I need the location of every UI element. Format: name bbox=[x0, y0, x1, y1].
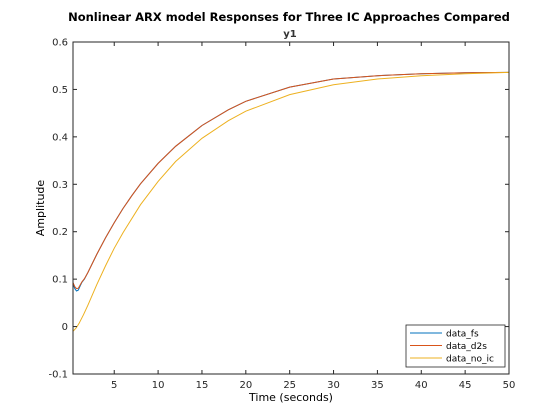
x-tick-label: 50 bbox=[503, 380, 516, 391]
series-line-1 bbox=[72, 71, 510, 290]
plot-area: 5 10 15 20 25 30 35 40 45 50 -0.1 0 0.1 0.2 0.3 0.4 0.5 0… bbox=[48, 38, 515, 392]
axes-layer: 5 10 15 20 25 30 35 40 45 50 -0.1 0 0.1 0.2 0.3 0.4 0.5 0… bbox=[48, 38, 515, 392]
y-tick-label: 0.3 bbox=[52, 180, 68, 191]
legend-label: data_d2s bbox=[446, 342, 487, 352]
chart-subtitle: y1 bbox=[283, 29, 297, 40]
x-tick-label: 30 bbox=[327, 380, 340, 391]
x-tick-label: 45 bbox=[459, 380, 472, 391]
y-tick-label: 0.4 bbox=[52, 132, 68, 143]
y-tick-label: 0 bbox=[62, 322, 68, 333]
x-tick-label: 25 bbox=[283, 380, 296, 391]
axes-box bbox=[72, 41, 510, 375]
legend-label: data_no_ic bbox=[446, 355, 494, 365]
x-tick-label: 15 bbox=[196, 380, 209, 391]
plot-background bbox=[73, 42, 509, 374]
y-tick-label: 0.5 bbox=[52, 85, 68, 96]
y-tick-label: 0.1 bbox=[52, 275, 68, 286]
x-tick-label: 40 bbox=[415, 380, 428, 391]
y-tick-label: 0.2 bbox=[52, 227, 68, 238]
x-tick-label: 20 bbox=[239, 380, 252, 391]
y-tick-label: -0.1 bbox=[48, 370, 68, 381]
x-tick-label: 10 bbox=[152, 380, 165, 391]
legend-label: data_fs bbox=[446, 330, 479, 340]
x-tick-label: 5 bbox=[111, 380, 117, 391]
y-axis-label: Amplitude bbox=[34, 180, 47, 237]
x-axis-label: Time (seconds) bbox=[248, 391, 333, 404]
series-layer bbox=[72, 71, 510, 332]
chart-title: Nonlinear ARX model Responses for Three … bbox=[68, 10, 510, 24]
x-tick-label: 35 bbox=[371, 380, 384, 391]
series-line-2 bbox=[72, 71, 510, 332]
legend: data_fs data_d2s data_no_ic bbox=[405, 324, 506, 368]
y-tick-label: 0.6 bbox=[52, 38, 68, 49]
